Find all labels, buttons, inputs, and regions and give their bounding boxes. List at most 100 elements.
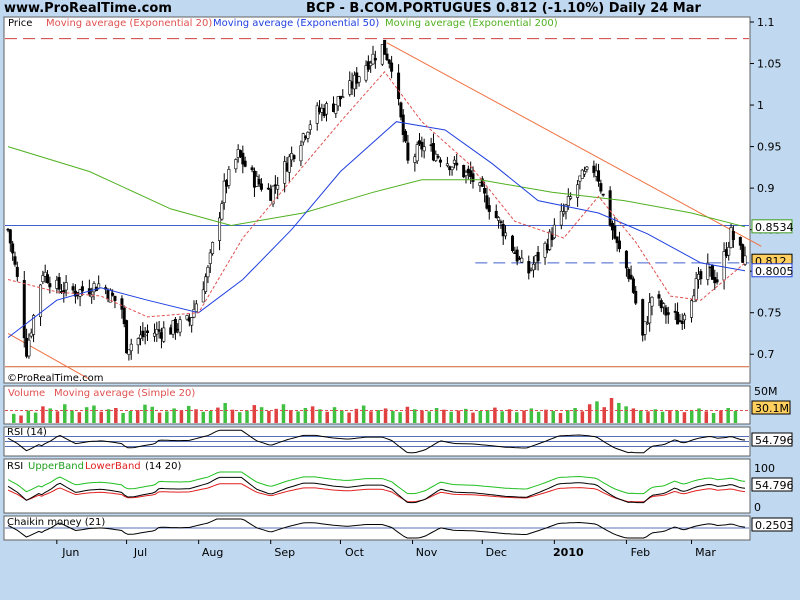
candle-body (743, 255, 747, 265)
volume-bar (675, 410, 679, 423)
price-value-tag (751, 219, 793, 234)
candle-body (125, 320, 129, 354)
candle-body (80, 286, 84, 292)
candle-body (271, 185, 275, 205)
candle-body (673, 310, 677, 313)
volume-bar (252, 405, 257, 423)
price-value-tag-label: 0.8534 (755, 221, 794, 234)
candle-body (120, 298, 124, 310)
x-tick-label: Jul (133, 546, 147, 559)
ema200-line (7, 146, 746, 228)
rsi-upper-band (7, 471, 746, 495)
candle-body (357, 76, 361, 83)
candle-body (648, 302, 652, 324)
candle-body (155, 328, 159, 335)
candle-body (227, 169, 231, 186)
volume-bar (376, 410, 380, 423)
volume-bar (726, 408, 730, 423)
volume-bar (303, 408, 308, 423)
trendline-1 (7, 333, 90, 380)
candle-body (27, 339, 31, 357)
candle-body (39, 284, 43, 318)
candle-body (552, 224, 556, 239)
candle-body (259, 183, 263, 190)
candle-body (527, 261, 531, 274)
candle-body (415, 144, 419, 162)
candle-body (157, 329, 161, 332)
volume-axis-top: 50M (754, 385, 778, 398)
candle-body (334, 104, 338, 114)
volume-bar (70, 410, 74, 423)
x-tick-label: Dec (486, 546, 507, 559)
candle-body (369, 62, 373, 66)
volume-bar (704, 411, 709, 423)
candle-body (152, 332, 156, 337)
rsi-tag-label: 54.796 (755, 434, 794, 447)
axes: 1.11.0510.950.90.850.80.750.70.85340.812… (56, 16, 794, 559)
candle-body (680, 320, 684, 324)
x-tick-label: Aug (202, 546, 223, 559)
volume-bar (383, 408, 388, 423)
volume-bar (624, 406, 628, 423)
x-tick-label: Mar (695, 546, 716, 559)
price-value-tag-label: 0.8005 (755, 265, 794, 278)
volume-bar (587, 404, 592, 423)
volume-bar (223, 403, 227, 423)
volume-bar (485, 410, 490, 423)
volume-bar (33, 412, 38, 423)
candle-body (462, 164, 466, 178)
candle-body (515, 249, 519, 262)
volume-bar (631, 408, 636, 423)
volume-bar (48, 408, 52, 423)
candle-body (683, 314, 687, 321)
candle-body (292, 155, 296, 160)
candle-body (401, 114, 405, 135)
candle-body (452, 159, 456, 164)
volume-tag (751, 400, 791, 415)
volume-bar (515, 412, 519, 423)
candle-body (643, 321, 647, 335)
chaikin-tag-label: 0.2503 (755, 519, 794, 532)
volume-bar (194, 409, 198, 423)
volume-bar (186, 405, 191, 423)
candle-body (48, 283, 52, 288)
candle-body (576, 184, 580, 198)
candle-body (624, 250, 628, 269)
candle-body (145, 330, 149, 334)
volume-bar (201, 411, 206, 423)
volume-bar (135, 410, 140, 423)
candle-body (592, 165, 596, 173)
candle-body (234, 159, 238, 170)
candle-body (315, 105, 319, 124)
candle-body (341, 96, 345, 99)
price-tick-label: 1 (757, 99, 764, 112)
legend-ema200: Moving average (Exponential 200) (385, 18, 558, 29)
candle-body (531, 263, 535, 271)
candle-body (536, 252, 540, 262)
site-name[interactable]: www.ProRealTime.com (4, 1, 172, 16)
candle-body (194, 303, 198, 312)
candle-body (634, 290, 638, 304)
candle-body (308, 124, 312, 130)
price-panel-title: Price (8, 18, 32, 29)
rsi-bands-tag-label: 54.796 (755, 479, 794, 492)
ema20-line (7, 71, 746, 318)
candle-body (608, 190, 612, 226)
volume-bar (617, 403, 621, 423)
rsi-title: RSI (14) (7, 427, 47, 438)
volume-bar (646, 411, 650, 423)
volume-bar (529, 408, 534, 423)
candle-body (287, 156, 291, 173)
candle-body (122, 307, 126, 324)
volume-tag-label: 30.1M (755, 402, 789, 415)
volume-bar (602, 407, 606, 423)
price-tick-label: 0.7 (757, 348, 775, 361)
volume-bar (573, 408, 577, 423)
price-tick-label: 0.95 (757, 141, 782, 154)
x-tick-label: 2010 (553, 546, 584, 559)
candle-body (666, 312, 670, 315)
candle-body (283, 161, 287, 184)
candle-body (585, 166, 589, 170)
candle-body (266, 187, 270, 190)
